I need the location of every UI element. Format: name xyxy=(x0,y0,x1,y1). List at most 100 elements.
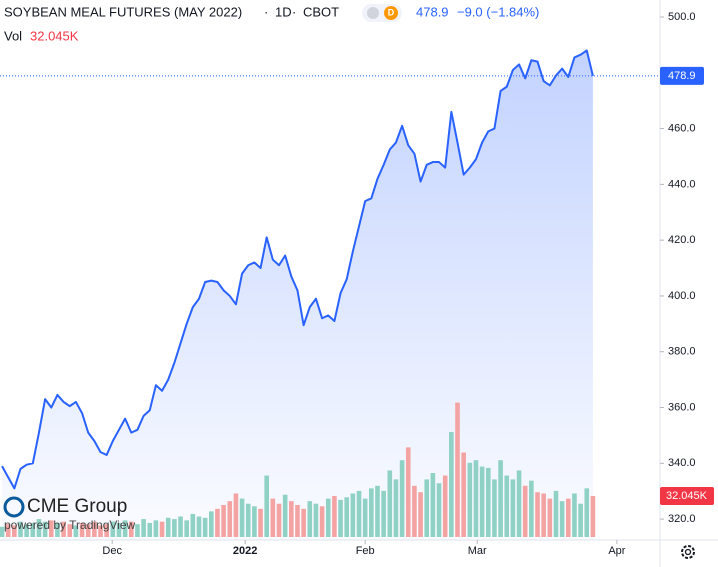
separator: · xyxy=(264,4,268,19)
volume-bar xyxy=(172,519,177,537)
x-tick-label: Apr xyxy=(608,545,625,557)
volume-bar xyxy=(559,501,565,537)
volume-bar xyxy=(202,517,208,537)
volume-bar xyxy=(467,462,473,537)
change: −9.0 (−1.84%) xyxy=(457,4,539,19)
volume-label: Vol xyxy=(4,28,22,43)
volume-bar xyxy=(258,508,263,537)
volume-bar xyxy=(153,520,159,537)
volume-bar xyxy=(424,479,430,537)
volume-bar xyxy=(578,503,583,537)
volume-bar xyxy=(553,490,559,537)
volume-bar xyxy=(387,470,393,537)
badge-icon xyxy=(367,7,379,19)
volume-bar xyxy=(572,493,577,537)
volume-bar xyxy=(498,460,503,537)
volume-bar xyxy=(184,520,189,537)
volume-bar xyxy=(73,525,79,537)
title: SOYBEAN MEAL FUTURES (MAY 2022) xyxy=(4,4,242,19)
volume-bar xyxy=(295,504,300,537)
volume-bar xyxy=(5,524,11,537)
volume-bar xyxy=(393,479,399,537)
volume-bar xyxy=(436,483,442,537)
volume-bar xyxy=(418,492,423,537)
volume-bar xyxy=(485,467,491,537)
volume-bar xyxy=(36,519,42,537)
volume-box-label: 32.045K xyxy=(666,490,708,502)
volume-bar xyxy=(165,517,171,537)
plot xyxy=(0,49,596,541)
volume-bar xyxy=(455,402,460,537)
y-tick-label: 360.0 xyxy=(668,401,696,413)
volume-bar xyxy=(67,524,73,537)
settings[interactable] xyxy=(681,545,695,559)
volume-bar xyxy=(492,479,497,537)
volume-bar xyxy=(375,485,380,537)
volume-bar xyxy=(196,516,202,537)
volume-bar xyxy=(313,503,319,537)
y-tick-label: 340.0 xyxy=(668,457,696,469)
volume-bar xyxy=(344,497,350,537)
volume-bar xyxy=(116,522,122,537)
volume-bar xyxy=(442,475,448,537)
badge-icon xyxy=(384,6,398,20)
volume-bar xyxy=(110,521,116,537)
volume-bar xyxy=(252,506,257,537)
x-tick-label: Feb xyxy=(356,545,375,557)
volume-bar xyxy=(270,498,276,537)
volume-bar xyxy=(301,508,306,537)
volume-bar xyxy=(122,520,128,537)
volume-bar xyxy=(48,520,54,537)
price-line xyxy=(1,49,594,490)
volume-bar xyxy=(510,479,516,537)
last-price-box xyxy=(660,66,704,85)
logo-icon xyxy=(3,496,25,518)
badge-letter: D xyxy=(388,7,395,17)
volume-bar xyxy=(565,498,571,537)
volume-bar xyxy=(338,499,343,537)
volume-bar xyxy=(479,466,485,537)
volume-bar xyxy=(233,493,239,537)
volume-bar xyxy=(473,460,479,537)
volume-bar xyxy=(516,470,522,537)
y-tick-label: 320.0 xyxy=(668,513,696,525)
gear-hub xyxy=(684,548,692,556)
volume-bar xyxy=(369,488,374,537)
y-tick-label: 380.0 xyxy=(668,346,696,358)
volume-bar xyxy=(541,493,546,537)
volume-bar xyxy=(282,494,288,537)
volume-bar xyxy=(147,522,153,537)
volume-bar xyxy=(30,522,36,537)
y-tick-label: 440.0 xyxy=(668,178,696,190)
volume-bar xyxy=(584,488,590,537)
volume-bar xyxy=(356,490,362,537)
volume-bar xyxy=(18,521,23,537)
volume-bar xyxy=(412,485,417,537)
volume-bar xyxy=(307,501,313,537)
last-price-label: 478.9 xyxy=(668,70,696,82)
volume-bar xyxy=(362,498,368,537)
volume-bar xyxy=(61,521,66,537)
volume-bar xyxy=(190,513,196,537)
volume-bar xyxy=(264,475,269,537)
volume-bar xyxy=(12,525,17,537)
volume-bar xyxy=(449,432,454,537)
volume-bar xyxy=(590,495,596,537)
gear-icon[interactable] xyxy=(681,545,695,559)
volume-bar xyxy=(276,503,282,537)
volume-bar xyxy=(461,452,466,537)
volume-bar xyxy=(430,472,436,537)
volume-bar xyxy=(0,526,5,537)
volume-box xyxy=(660,486,714,505)
y-tick-label: 500.0 xyxy=(668,11,696,23)
last-price: 478.9 xyxy=(416,4,449,19)
volume-bar xyxy=(128,521,134,537)
logo: CME Group powered by TradingView xyxy=(3,496,136,532)
volume-bar xyxy=(350,493,356,537)
volume-bar xyxy=(79,522,85,537)
volume-bar xyxy=(245,503,251,537)
x-tick-label: Mar xyxy=(468,545,487,557)
volume-bar xyxy=(535,492,540,537)
volume-bar xyxy=(42,521,48,537)
